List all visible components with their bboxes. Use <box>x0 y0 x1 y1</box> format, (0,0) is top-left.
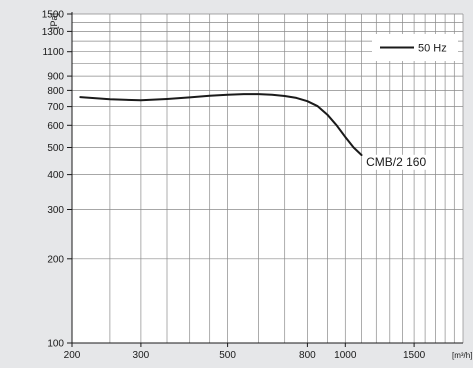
axes <box>71 12 463 344</box>
series-lines <box>79 93 363 156</box>
x-tick-label: 300 <box>133 350 150 361</box>
plot-background <box>72 14 463 343</box>
y-tick-label: 400 <box>47 170 64 181</box>
y-tick-label: 500 <box>47 143 64 154</box>
x-axis-label: [m³/h] <box>452 351 472 360</box>
y-tick-label: 900 <box>47 72 64 83</box>
y-tick-label: 700 <box>47 102 64 113</box>
y-tick-label: 800 <box>47 86 64 97</box>
curve-label: CMB/2 160 <box>366 155 426 169</box>
y-tick-label: 100 <box>47 339 64 350</box>
legend: 50 Hz <box>372 34 458 61</box>
y-tick-label: 300 <box>47 205 64 216</box>
x-tick-label: 200 <box>64 350 81 361</box>
y-tick-label: 600 <box>47 121 64 132</box>
x-tick-label: 1500 <box>403 350 426 361</box>
series-line-50hz <box>79 93 363 156</box>
y-axis-label: [Pa] <box>49 13 59 29</box>
y-tick-label: 1100 <box>42 47 64 58</box>
tick-labels: 1002003004005006007008009001100130015002… <box>42 10 426 362</box>
x-tick-label: 1000 <box>334 350 357 361</box>
annotations: CMB/2 160 <box>364 154 431 170</box>
y-tick-label: 1300 <box>42 27 65 38</box>
y-tick-label: 200 <box>47 254 64 265</box>
grid-lines <box>71 13 464 344</box>
y-tick-label: 1500 <box>42 10 65 21</box>
x-tick-label: 500 <box>219 350 236 361</box>
annotation-backdrop <box>364 154 431 170</box>
x-tick-label: 800 <box>299 350 316 361</box>
legend-label: 50 Hz <box>418 43 447 55</box>
